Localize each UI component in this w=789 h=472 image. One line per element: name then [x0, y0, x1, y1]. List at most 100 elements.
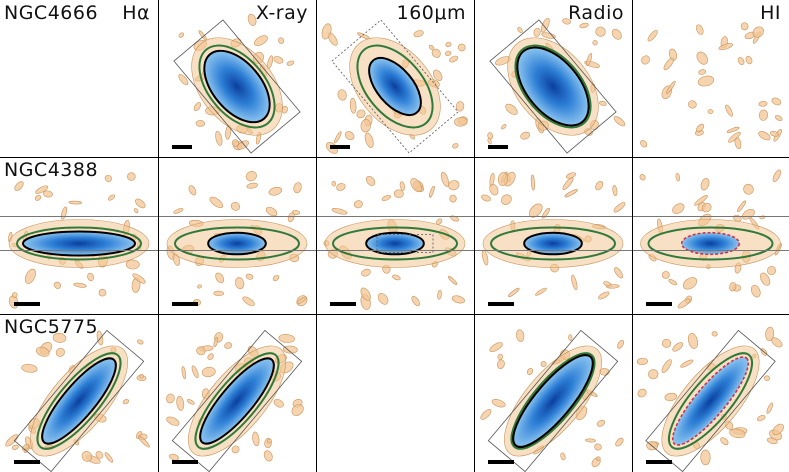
contour-blob: [614, 267, 623, 279]
emission-map: [640, 22, 783, 150]
contour-blob: [193, 102, 202, 112]
scale-bar: [646, 302, 672, 306]
contour-blob: [197, 284, 202, 289]
contour-blob: [11, 444, 19, 450]
emission-map: [321, 19, 468, 154]
contour-blob: [224, 342, 233, 349]
contour-blob: [361, 268, 371, 277]
contour-blob: [750, 284, 761, 298]
emission-map: [480, 329, 624, 472]
contour-blob: [178, 32, 185, 38]
panel-ngc4388-hi: [632, 157, 789, 314]
contour-blob: [480, 409, 492, 420]
scale-bar: [488, 302, 514, 306]
contour-blob: [132, 273, 146, 284]
contour-blob: [207, 353, 214, 360]
contour-blob: [127, 172, 136, 181]
contour-blob: [452, 143, 459, 149]
footprint-box: [13, 329, 145, 472]
contour-blob: [410, 178, 422, 193]
contour-blob: [771, 97, 782, 106]
contour-blob: [95, 451, 104, 459]
emission-map: [316, 314, 474, 472]
contour-blob: [595, 26, 606, 37]
contour-blob: [491, 399, 506, 408]
emission-core: [523, 231, 583, 256]
contour-blob: [252, 431, 260, 447]
contour-blob: [353, 200, 363, 209]
contour-blob: [230, 201, 241, 211]
contour-blob: [745, 55, 753, 65]
contour-blob: [166, 393, 175, 404]
contour-blob: [265, 206, 278, 217]
mid-contour: [36, 352, 122, 450]
contour-blob: [774, 115, 783, 121]
contour-blob: [617, 339, 624, 349]
panel-ngc4666-xray: [158, 0, 316, 157]
emission-map: [481, 171, 626, 300]
contour-blob: [215, 130, 223, 146]
contour-blob: [440, 171, 449, 187]
contour-blob: [729, 282, 737, 292]
contour-blob: [672, 342, 684, 352]
emission-map: [166, 170, 308, 307]
galaxy-group: [324, 219, 466, 268]
emission-map: [639, 169, 782, 309]
contour-blob: [505, 103, 518, 115]
contour-blob: [725, 104, 733, 117]
contour-blob: [360, 119, 371, 133]
contour-blob: [568, 334, 573, 341]
contour-blob: [661, 338, 672, 348]
contour-blob: [766, 437, 778, 445]
contour-blob: [596, 456, 601, 461]
contour-blob: [764, 375, 770, 381]
contour-blob: [168, 453, 179, 461]
panel-ngc4388-radio: [474, 157, 632, 314]
emission-core: [680, 231, 741, 256]
contour-blob: [672, 203, 685, 214]
galaxy-group: [8, 219, 150, 268]
contour-blob: [125, 259, 140, 270]
contour-blob: [5, 434, 19, 447]
contour-blob: [668, 48, 678, 61]
emission-map: [487, 17, 626, 154]
contour-blob: [613, 116, 626, 127]
galaxy-label-ngc5775: NGC5775: [4, 316, 99, 338]
contour-blob: [481, 249, 489, 266]
contour-blob: [767, 266, 776, 276]
contour-blob: [664, 392, 677, 402]
contour-blob: [273, 56, 284, 64]
scale-bar: [172, 145, 192, 149]
contour-blob: [599, 100, 607, 106]
band-label-hi: HI: [760, 2, 781, 24]
contour-blob: [481, 194, 491, 202]
panel-ngc5775-hi: [632, 314, 789, 472]
contour-blob: [14, 181, 24, 191]
contour-blob: [457, 43, 466, 52]
contour-blob: [540, 17, 550, 33]
contour-blob: [104, 452, 114, 463]
contour-blob: [81, 451, 93, 462]
contour-blob: [191, 365, 199, 379]
footprint-box: [487, 329, 619, 472]
contour-blob: [596, 419, 606, 427]
contour-blob: [35, 346, 50, 357]
contour-blob: [432, 69, 443, 81]
contour-blob: [24, 268, 36, 284]
contour-blob: [344, 131, 355, 141]
contour-blob: [334, 131, 342, 144]
contour-blob: [377, 293, 389, 305]
contour-blob: [213, 290, 225, 296]
contour-blob: [448, 275, 458, 285]
footprint-box: [171, 329, 303, 472]
contour-blob: [497, 359, 505, 370]
contour-blob: [166, 416, 180, 426]
contour-blob: [661, 271, 670, 279]
contour-blob: [541, 32, 556, 39]
contour-blob: [648, 369, 659, 380]
contour-blob: [364, 132, 374, 148]
contour-blob: [611, 28, 622, 40]
contour-blob: [500, 123, 507, 130]
footprint-box: [489, 19, 617, 154]
contour-blob: [173, 208, 184, 214]
